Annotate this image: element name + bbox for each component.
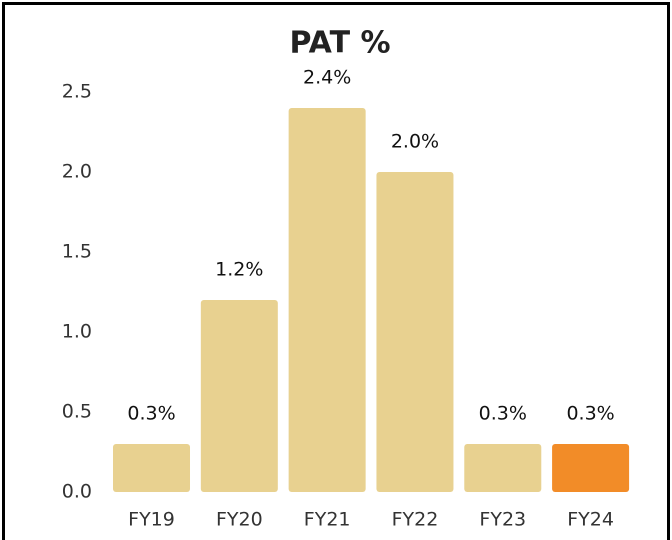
y-tick-label: 2.0	[62, 161, 92, 183]
bar	[376, 172, 454, 492]
chart-title: PAT %	[289, 26, 390, 61]
data-label: 0.3%	[479, 403, 527, 425]
bar	[288, 108, 366, 492]
data-label: 2.0%	[391, 131, 439, 153]
y-tick-label: 1.0	[62, 321, 92, 343]
y-tick-label: 2.5	[62, 81, 92, 103]
data-label: 0.3%	[566, 403, 614, 425]
y-tick-label: 0.5	[62, 401, 92, 423]
x-tick-label: FY20	[216, 509, 263, 531]
data-label: 0.3%	[127, 403, 175, 425]
data-label: 2.4%	[303, 67, 351, 89]
bar	[200, 300, 278, 492]
x-tick-label: FY21	[304, 509, 351, 531]
x-tick-label: FY19	[128, 509, 175, 531]
bar	[464, 444, 542, 492]
data-label: 1.2%	[215, 259, 263, 281]
bar	[552, 444, 630, 492]
y-tick-label: 0.0	[62, 481, 92, 503]
x-tick-label: FY23	[479, 509, 526, 531]
bar	[113, 444, 191, 492]
x-tick-label: FY24	[567, 509, 614, 531]
y-tick-label: 1.5	[62, 241, 92, 263]
x-tick-label: FY22	[392, 509, 439, 531]
